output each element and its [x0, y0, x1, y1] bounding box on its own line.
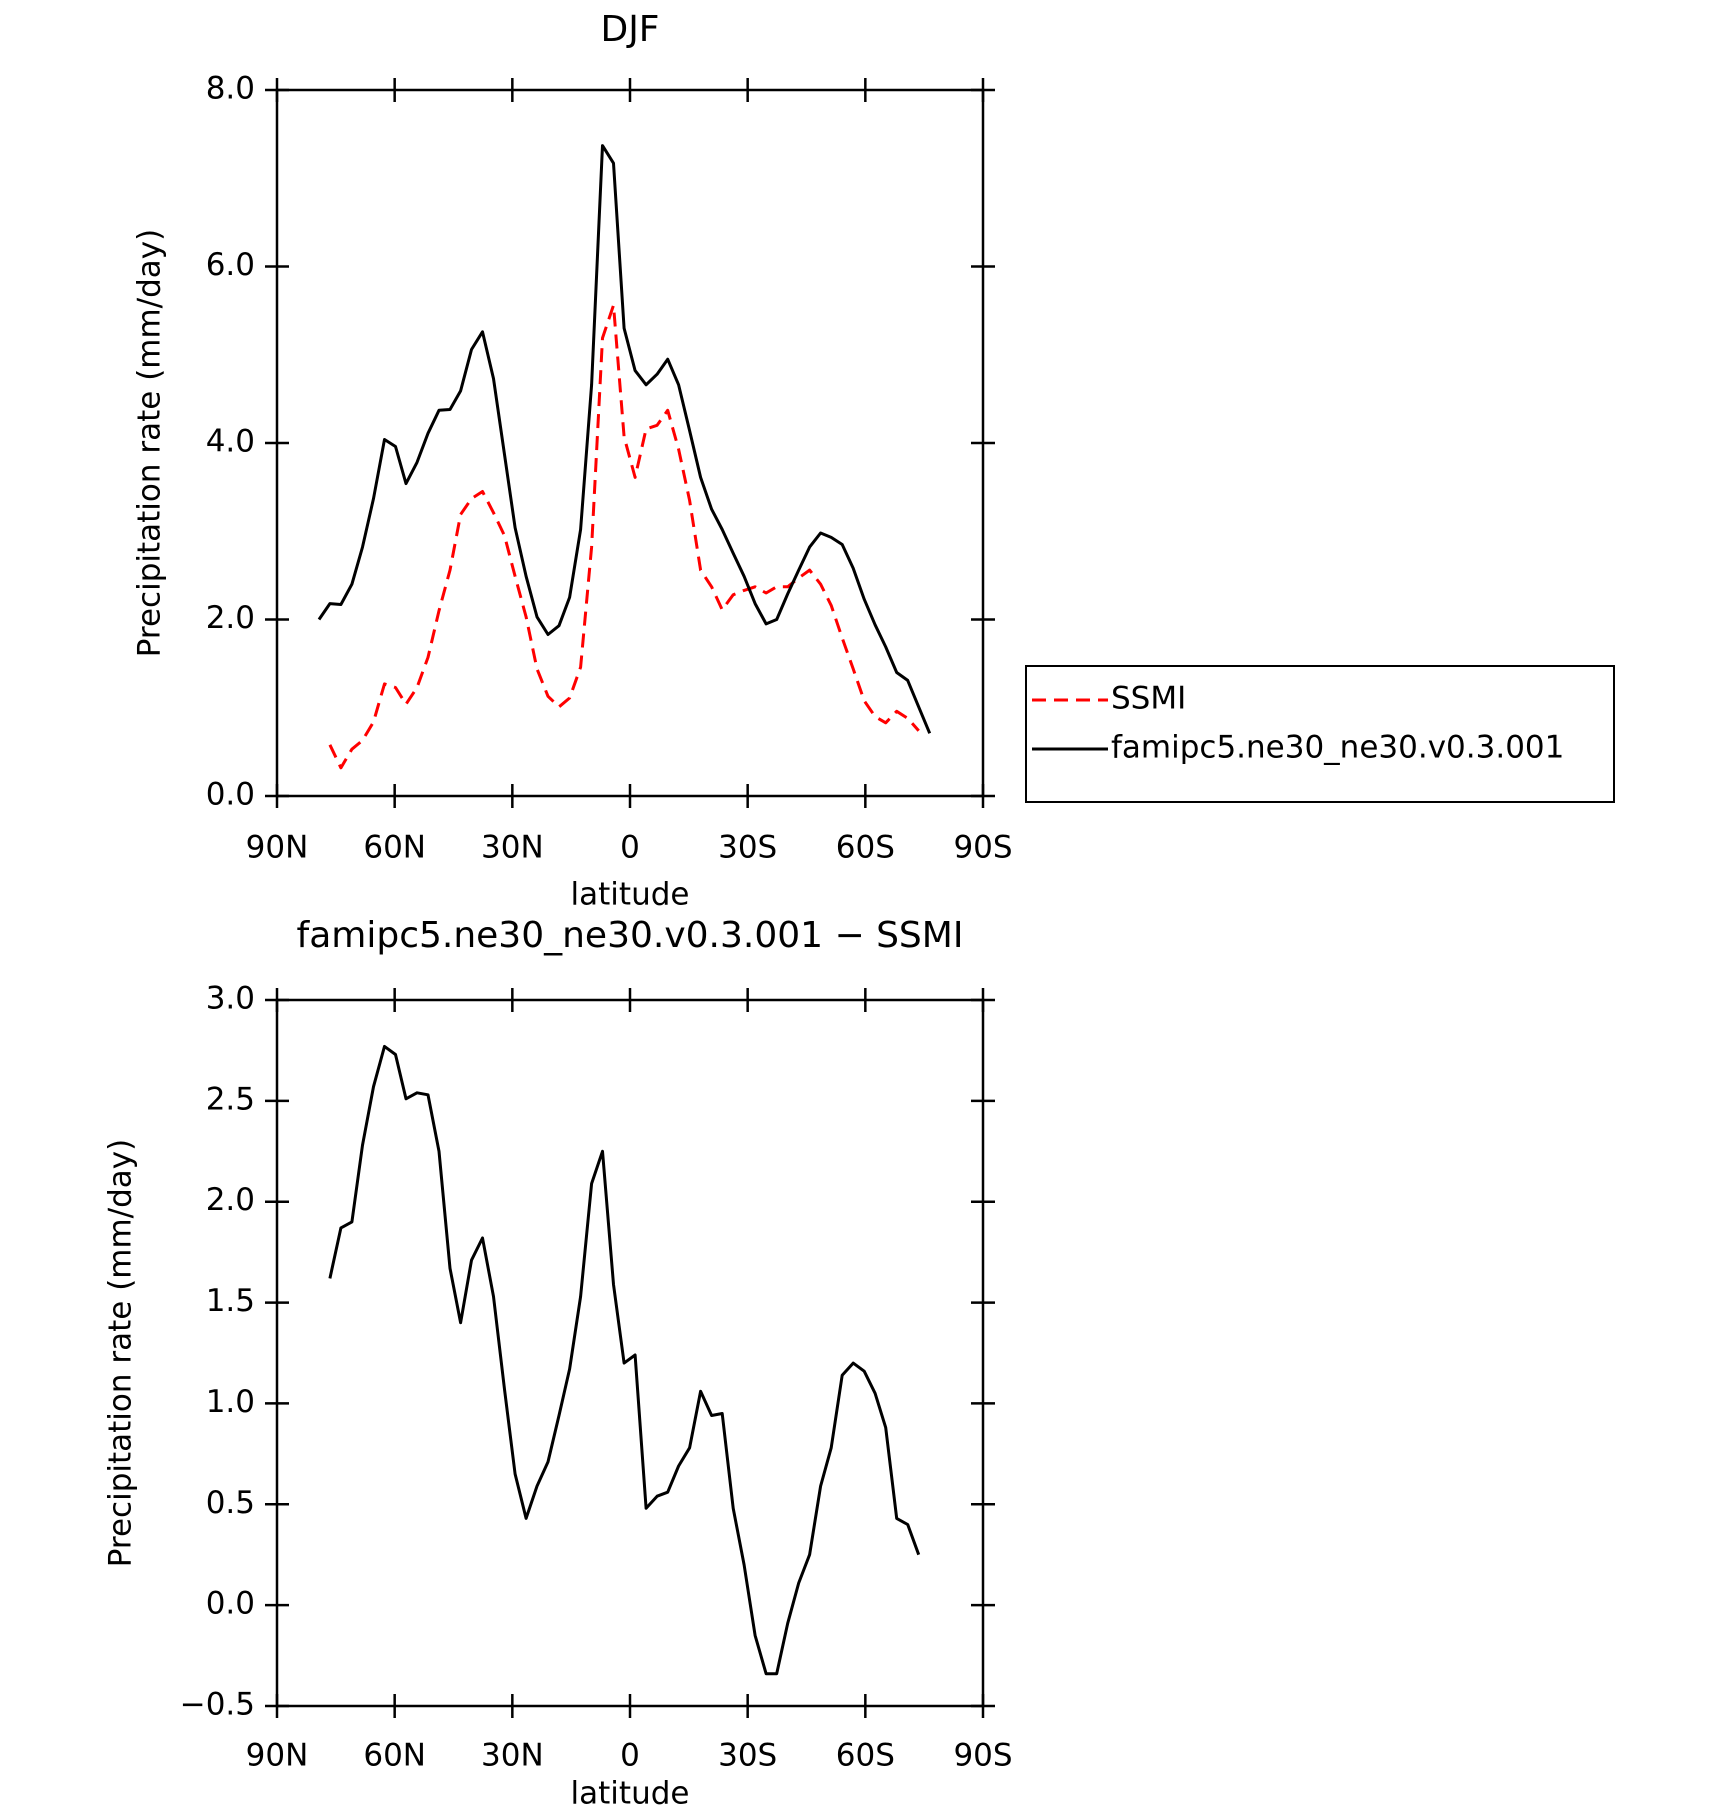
legend-box: [1025, 665, 1615, 803]
legend-label: famipc5.ne30_ne30.v0.3.001: [1111, 730, 1564, 766]
x-tick-label: 30N: [481, 1738, 544, 1774]
y-tick-label: 0.0: [206, 1586, 255, 1622]
data-line: [328, 1044, 921, 1676]
x-tick-label: 90N: [246, 1738, 309, 1774]
x-tick-label: 0: [620, 830, 640, 866]
legend-label: SSMI: [1111, 681, 1186, 717]
x-tick-label: 60S: [836, 1738, 895, 1774]
y-tick-label: 3.0: [206, 981, 255, 1017]
x-tick-label: 30S: [718, 830, 777, 866]
x-tick-label: 60N: [363, 1738, 426, 1774]
data-line: [328, 303, 920, 770]
y-axis-label: Precipitation rate (mm/day): [132, 229, 168, 658]
plot-frame: [275, 998, 985, 1708]
x-tick-label: 90N: [246, 830, 309, 866]
y-tick-label: 6.0: [206, 247, 255, 283]
y-tick-label: 1.0: [206, 1384, 255, 1420]
y-axis-label: Precipitation rate (mm/day): [103, 1139, 139, 1568]
y-tick-label: 2.5: [206, 1081, 255, 1117]
x-tick-label: 30N: [481, 830, 544, 866]
x-axis-label: latitude: [571, 877, 690, 913]
x-tick-label: 60S: [836, 830, 895, 866]
x-tick-label: 0: [620, 1738, 640, 1774]
y-tick-label: 2.0: [206, 600, 255, 636]
x-tick-label: 60N: [363, 830, 426, 866]
chart-title: famipc5.ne30_ne30.v0.3.001 − SSMI: [297, 915, 964, 956]
y-tick-label: 0.0: [206, 777, 255, 813]
x-tick-label: 90S: [953, 830, 1012, 866]
y-tick-label: 2.0: [206, 1182, 255, 1218]
y-tick-label: 0.5: [206, 1485, 255, 1521]
y-tick-label: 1.5: [206, 1283, 255, 1319]
y-tick-label: 8.0: [206, 71, 255, 107]
data-line: [317, 144, 932, 734]
x-tick-label: 30S: [718, 1738, 777, 1774]
y-tick-label: 4.0: [206, 424, 255, 460]
x-axis-label: latitude: [571, 1776, 690, 1811]
y-tick-label: −0.5: [180, 1687, 255, 1723]
x-tick-label: 90S: [953, 1738, 1012, 1774]
chart-title: DJF: [600, 9, 659, 50]
